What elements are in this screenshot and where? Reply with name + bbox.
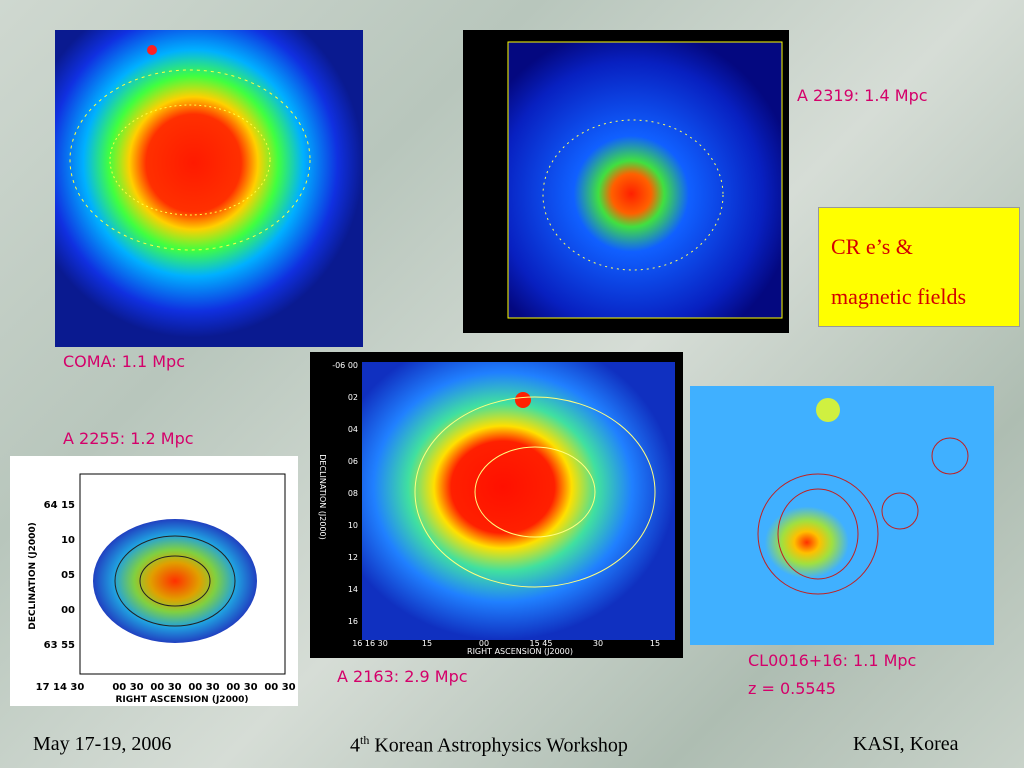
y-tick-label: 08 <box>348 489 358 498</box>
footer-ordinal: 4 <box>350 734 360 757</box>
cl0016-image <box>690 386 994 645</box>
y-tick-label: 16 <box>348 617 358 626</box>
a2319-image <box>463 30 789 333</box>
a2255-image: DECLINATION (J2000) RIGHT ASCENSION (J20… <box>10 456 298 706</box>
x-tick-label: 00 30 <box>150 682 181 693</box>
footer-event: 4th Korean Astrophysics Workshop <box>350 733 628 758</box>
panel-redshift: z = 0.5545 <box>748 679 836 698</box>
footer-place: KASI, Korea <box>853 733 959 755</box>
footer-date: May 17-19, 2006 <box>33 733 172 755</box>
y-tick-label: 00 <box>61 605 75 616</box>
y-tick-label: 12 <box>348 553 358 562</box>
y-axis-label: DECLINATION (J2000) <box>318 454 327 539</box>
y-tick-label: 02 <box>348 393 358 402</box>
y-tick-label: -06 00 <box>332 361 358 370</box>
footer-suffix: th <box>360 733 370 747</box>
callout-text: magnetic fields <box>831 284 967 309</box>
x-tick-label: 15 45 <box>530 639 553 648</box>
x-tick-label: 00 30 <box>226 682 257 693</box>
panel-label: A 2255: 1.2 Mpc <box>63 429 194 448</box>
x-tick-label: 00 30 <box>112 682 143 693</box>
y-tick-label: 63 55 <box>44 640 75 651</box>
y-tick-label: 06 <box>348 457 358 466</box>
y-tick-label: 10 <box>348 521 358 530</box>
y-axis-label: DECLINATION (J2000) <box>28 522 38 630</box>
x-tick-label: 17 14 30 <box>36 682 85 693</box>
x-tick-label: 15 <box>650 639 660 648</box>
panel-label: A 2319: 1.4 Mpc <box>797 86 928 105</box>
panel-label: COMA: 1.1 Mpc <box>63 352 185 371</box>
panel-label: A 2163: 2.9 Mpc <box>337 667 468 686</box>
callout-box: CR e’s & magnetic fields <box>818 207 1020 327</box>
x-tick-label: 16 16 30 <box>352 639 388 648</box>
panel-label: CL0016+16: 1.1 Mpc <box>748 651 917 670</box>
x-tick-label: 30 <box>593 639 603 648</box>
x-tick-label: 00 30 <box>188 682 219 693</box>
x-axis-label: RIGHT ASCENSION (J2000) <box>116 695 249 705</box>
x-tick-label: 00 30 <box>264 682 295 693</box>
coma-image <box>55 30 363 347</box>
x-tick-label: 15 <box>422 639 432 648</box>
x-tick-label: 00 <box>479 639 489 648</box>
footer-event-name: Korean Astrophysics Workshop <box>374 734 628 757</box>
y-tick-label: 14 <box>348 585 358 594</box>
x-axis-label: RIGHT ASCENSION (J2000) <box>467 647 573 656</box>
y-tick-label: 05 <box>61 570 75 581</box>
callout-text: CR e’s & <box>831 234 913 259</box>
y-tick-label: 04 <box>348 425 358 434</box>
a2163-image: DECLINATION (J2000) RIGHT ASCENSION (J20… <box>310 352 683 658</box>
y-tick-label: 64 15 <box>44 500 75 511</box>
y-tick-label: 10 <box>61 535 75 546</box>
